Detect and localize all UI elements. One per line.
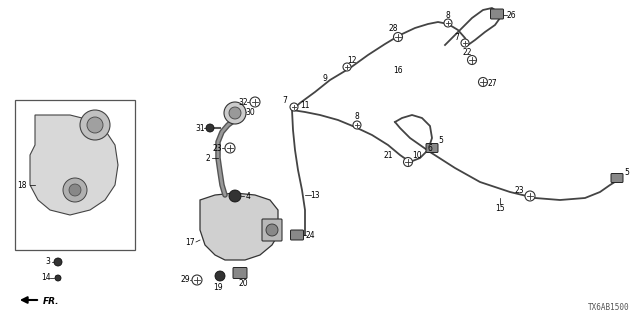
Text: 4: 4: [246, 191, 250, 201]
Circle shape: [250, 97, 260, 107]
Circle shape: [343, 63, 351, 71]
Polygon shape: [200, 193, 278, 260]
Text: 3: 3: [45, 258, 51, 267]
Circle shape: [353, 121, 361, 129]
Text: 23: 23: [514, 186, 524, 195]
Text: 13: 13: [310, 190, 320, 199]
Text: 18: 18: [17, 180, 27, 189]
Text: 32: 32: [238, 98, 248, 107]
Circle shape: [444, 19, 452, 27]
Text: 29: 29: [180, 276, 190, 284]
Text: 5: 5: [438, 135, 444, 145]
FancyBboxPatch shape: [611, 173, 623, 182]
Circle shape: [192, 275, 202, 285]
Text: 8: 8: [355, 111, 360, 121]
Text: 19: 19: [213, 283, 223, 292]
Circle shape: [206, 124, 214, 132]
Text: 21: 21: [383, 150, 393, 159]
Text: 14: 14: [41, 274, 51, 283]
Text: 8: 8: [445, 11, 451, 20]
Circle shape: [80, 110, 110, 140]
Text: 5: 5: [625, 167, 629, 177]
Text: 20: 20: [238, 279, 248, 289]
Circle shape: [229, 107, 241, 119]
Bar: [15, 100, 135, 250]
FancyBboxPatch shape: [490, 9, 504, 19]
Circle shape: [54, 258, 62, 266]
Circle shape: [394, 33, 403, 42]
Text: 6: 6: [428, 143, 433, 153]
Circle shape: [266, 224, 278, 236]
Circle shape: [225, 143, 235, 153]
Circle shape: [229, 190, 241, 202]
Text: 15: 15: [495, 204, 505, 212]
Text: FR.: FR.: [43, 298, 60, 307]
Text: 10: 10: [412, 150, 422, 159]
Text: 11: 11: [300, 100, 310, 109]
FancyBboxPatch shape: [426, 143, 438, 153]
Text: 16: 16: [393, 66, 403, 75]
Text: 9: 9: [323, 74, 328, 83]
Text: 7: 7: [283, 95, 287, 105]
Text: 26: 26: [506, 11, 516, 20]
Text: 31: 31: [195, 124, 205, 132]
Circle shape: [290, 103, 298, 111]
Text: 23: 23: [212, 143, 222, 153]
Circle shape: [403, 157, 413, 166]
Text: 22: 22: [462, 47, 472, 57]
Circle shape: [479, 77, 488, 86]
Text: 24: 24: [305, 230, 315, 239]
Text: 7: 7: [454, 33, 460, 42]
Text: 12: 12: [348, 55, 356, 65]
Text: 17: 17: [185, 237, 195, 246]
Circle shape: [525, 191, 535, 201]
Circle shape: [63, 178, 87, 202]
Text: 27: 27: [487, 78, 497, 87]
Text: 2: 2: [205, 154, 211, 163]
Polygon shape: [30, 115, 118, 215]
Circle shape: [467, 55, 477, 65]
Circle shape: [461, 39, 469, 47]
Text: 30: 30: [245, 108, 255, 116]
Text: 28: 28: [388, 23, 397, 33]
Circle shape: [224, 102, 246, 124]
FancyBboxPatch shape: [291, 230, 303, 240]
Circle shape: [69, 184, 81, 196]
Circle shape: [55, 275, 61, 281]
FancyBboxPatch shape: [233, 268, 247, 278]
Circle shape: [87, 117, 103, 133]
Circle shape: [215, 271, 225, 281]
FancyBboxPatch shape: [262, 219, 282, 241]
Text: TX6AB1500: TX6AB1500: [588, 303, 630, 312]
